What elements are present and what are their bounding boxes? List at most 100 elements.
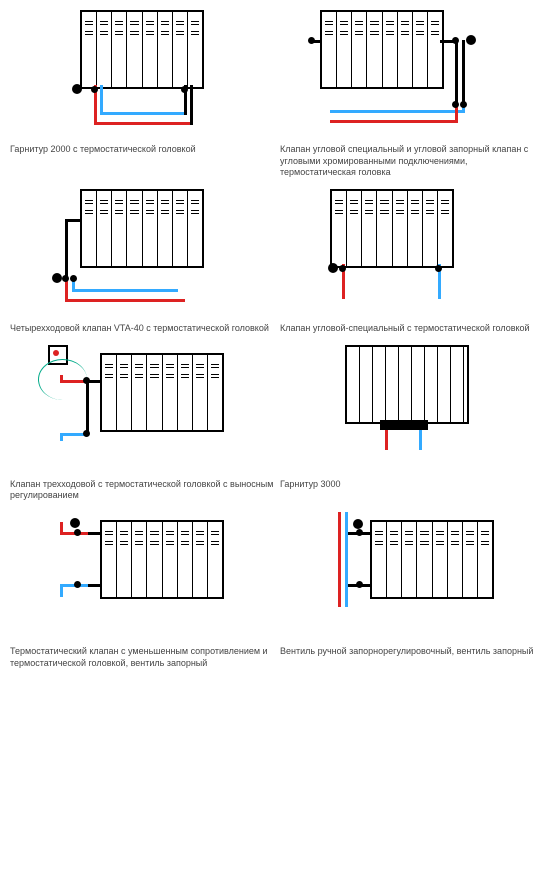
radiator-section: [361, 191, 376, 266]
radiator: [320, 10, 444, 89]
diagram-canvas: [10, 345, 270, 475]
pipe: [455, 40, 458, 105]
pipe-supply: [338, 512, 341, 607]
pipe-supply: [385, 430, 388, 450]
radiator-section: [172, 12, 187, 87]
diagram-caption: Четырехходовой клапан VTA-40 с термостат…: [10, 323, 274, 335]
radiator-section: [157, 191, 172, 266]
thermostatic-head: [328, 263, 338, 273]
radiator-section: [157, 12, 172, 87]
valve: [62, 275, 69, 282]
valve: [91, 86, 98, 93]
radiator-section: [322, 12, 336, 87]
capillary-tube: [38, 359, 87, 400]
pipe-return: [100, 85, 103, 115]
radiator-section: [111, 191, 126, 266]
radiator-section: [142, 191, 157, 266]
radiator-section: [447, 522, 462, 597]
radiator-section: [102, 355, 116, 430]
diagram-canvas: [10, 512, 270, 642]
diagram-caption: Вентиль ручной запорнорегулировочный, ве…: [280, 646, 544, 658]
radiator-section: [207, 355, 222, 430]
radiator: [330, 189, 454, 268]
pipe-return: [345, 512, 348, 607]
diagram-canvas: [10, 189, 270, 319]
radiator-section: [336, 12, 351, 87]
radiator-section: [382, 12, 397, 87]
pipe-return: [60, 433, 63, 441]
radiator-section: [172, 191, 187, 266]
radiator-section: [131, 355, 146, 430]
thermostatic-head: [353, 519, 363, 529]
pipe-supply: [94, 122, 190, 125]
radiator-section: [142, 12, 157, 87]
pipe-return: [100, 112, 184, 115]
thermostatic-head: [52, 273, 62, 283]
radiator-section: [111, 12, 126, 87]
pipe: [88, 584, 100, 587]
radiator-section: [162, 522, 177, 597]
diagram-d1: Гарнитур 2000 с термостатической головко…: [10, 10, 274, 179]
radiator-section: [372, 522, 386, 597]
diagram-canvas: [10, 10, 270, 140]
diagram-caption: Клапан трехходовой с термостатической го…: [10, 479, 274, 502]
radiator-section: [437, 191, 452, 266]
radiator-section: [416, 522, 431, 597]
pipe-supply: [65, 299, 185, 302]
diagram-d3: Четырехходовой клапан VTA-40 с термостат…: [10, 189, 274, 335]
radiator-section: [177, 522, 192, 597]
radiator-section: [146, 522, 161, 597]
thermostatic-head: [72, 84, 82, 94]
radiator-section: [351, 12, 366, 87]
radiator: [100, 520, 224, 599]
radiator-section: [82, 191, 96, 266]
radiator-section: [192, 522, 207, 597]
radiator-section: [376, 191, 391, 266]
radiator: [80, 10, 204, 89]
radiator: [345, 345, 469, 424]
radiator-section: [207, 522, 222, 597]
radiator-section: [392, 191, 407, 266]
radiator-section: [131, 522, 146, 597]
pipe: [190, 85, 193, 125]
diagram-caption: Гарнитур 2000 с термостатической головко…: [10, 144, 274, 156]
thermostatic-head: [466, 35, 476, 45]
diagram-caption: Клапан угловой-специальный с термостатич…: [280, 323, 544, 335]
pipe-return: [419, 430, 422, 450]
radiator-section: [477, 522, 492, 597]
radiator-section: [177, 355, 192, 430]
diagram-d6: Гарнитур 3000: [280, 345, 544, 502]
diagram-caption: Гарнитур 3000: [280, 479, 544, 491]
pipe-return: [72, 289, 178, 292]
valve: [308, 37, 315, 44]
radiator-section: [397, 12, 412, 87]
radiator-section: [386, 522, 401, 597]
radiator-section: [146, 355, 161, 430]
valve: [70, 275, 77, 282]
radiator-section: [96, 12, 111, 87]
radiator-section: [192, 355, 207, 430]
diagram-d2: Клапан угловой специальный и угловой зап…: [280, 10, 544, 179]
diagram-grid: Гарнитур 2000 с термостатической головко…: [10, 10, 544, 670]
valve: [435, 265, 442, 272]
radiator-section: [116, 522, 131, 597]
radiator: [80, 189, 204, 268]
radiator-section: [187, 12, 202, 87]
radiator: [100, 353, 224, 432]
radiator-section: [187, 191, 202, 266]
radiator-section: [422, 191, 437, 266]
thermostatic-head: [70, 518, 80, 528]
radiator-section: [427, 12, 442, 87]
valve: [83, 430, 90, 437]
diagram-canvas: [280, 345, 540, 475]
valve: [460, 101, 467, 108]
radiator-section: [432, 522, 447, 597]
pipe: [68, 219, 80, 222]
radiator-section: [407, 191, 422, 266]
pipe-supply: [65, 279, 68, 301]
radiator-section: [126, 12, 141, 87]
valve: [452, 37, 459, 44]
pipe: [462, 40, 465, 105]
radiator-section: [462, 522, 477, 597]
radiator-section: [346, 191, 361, 266]
